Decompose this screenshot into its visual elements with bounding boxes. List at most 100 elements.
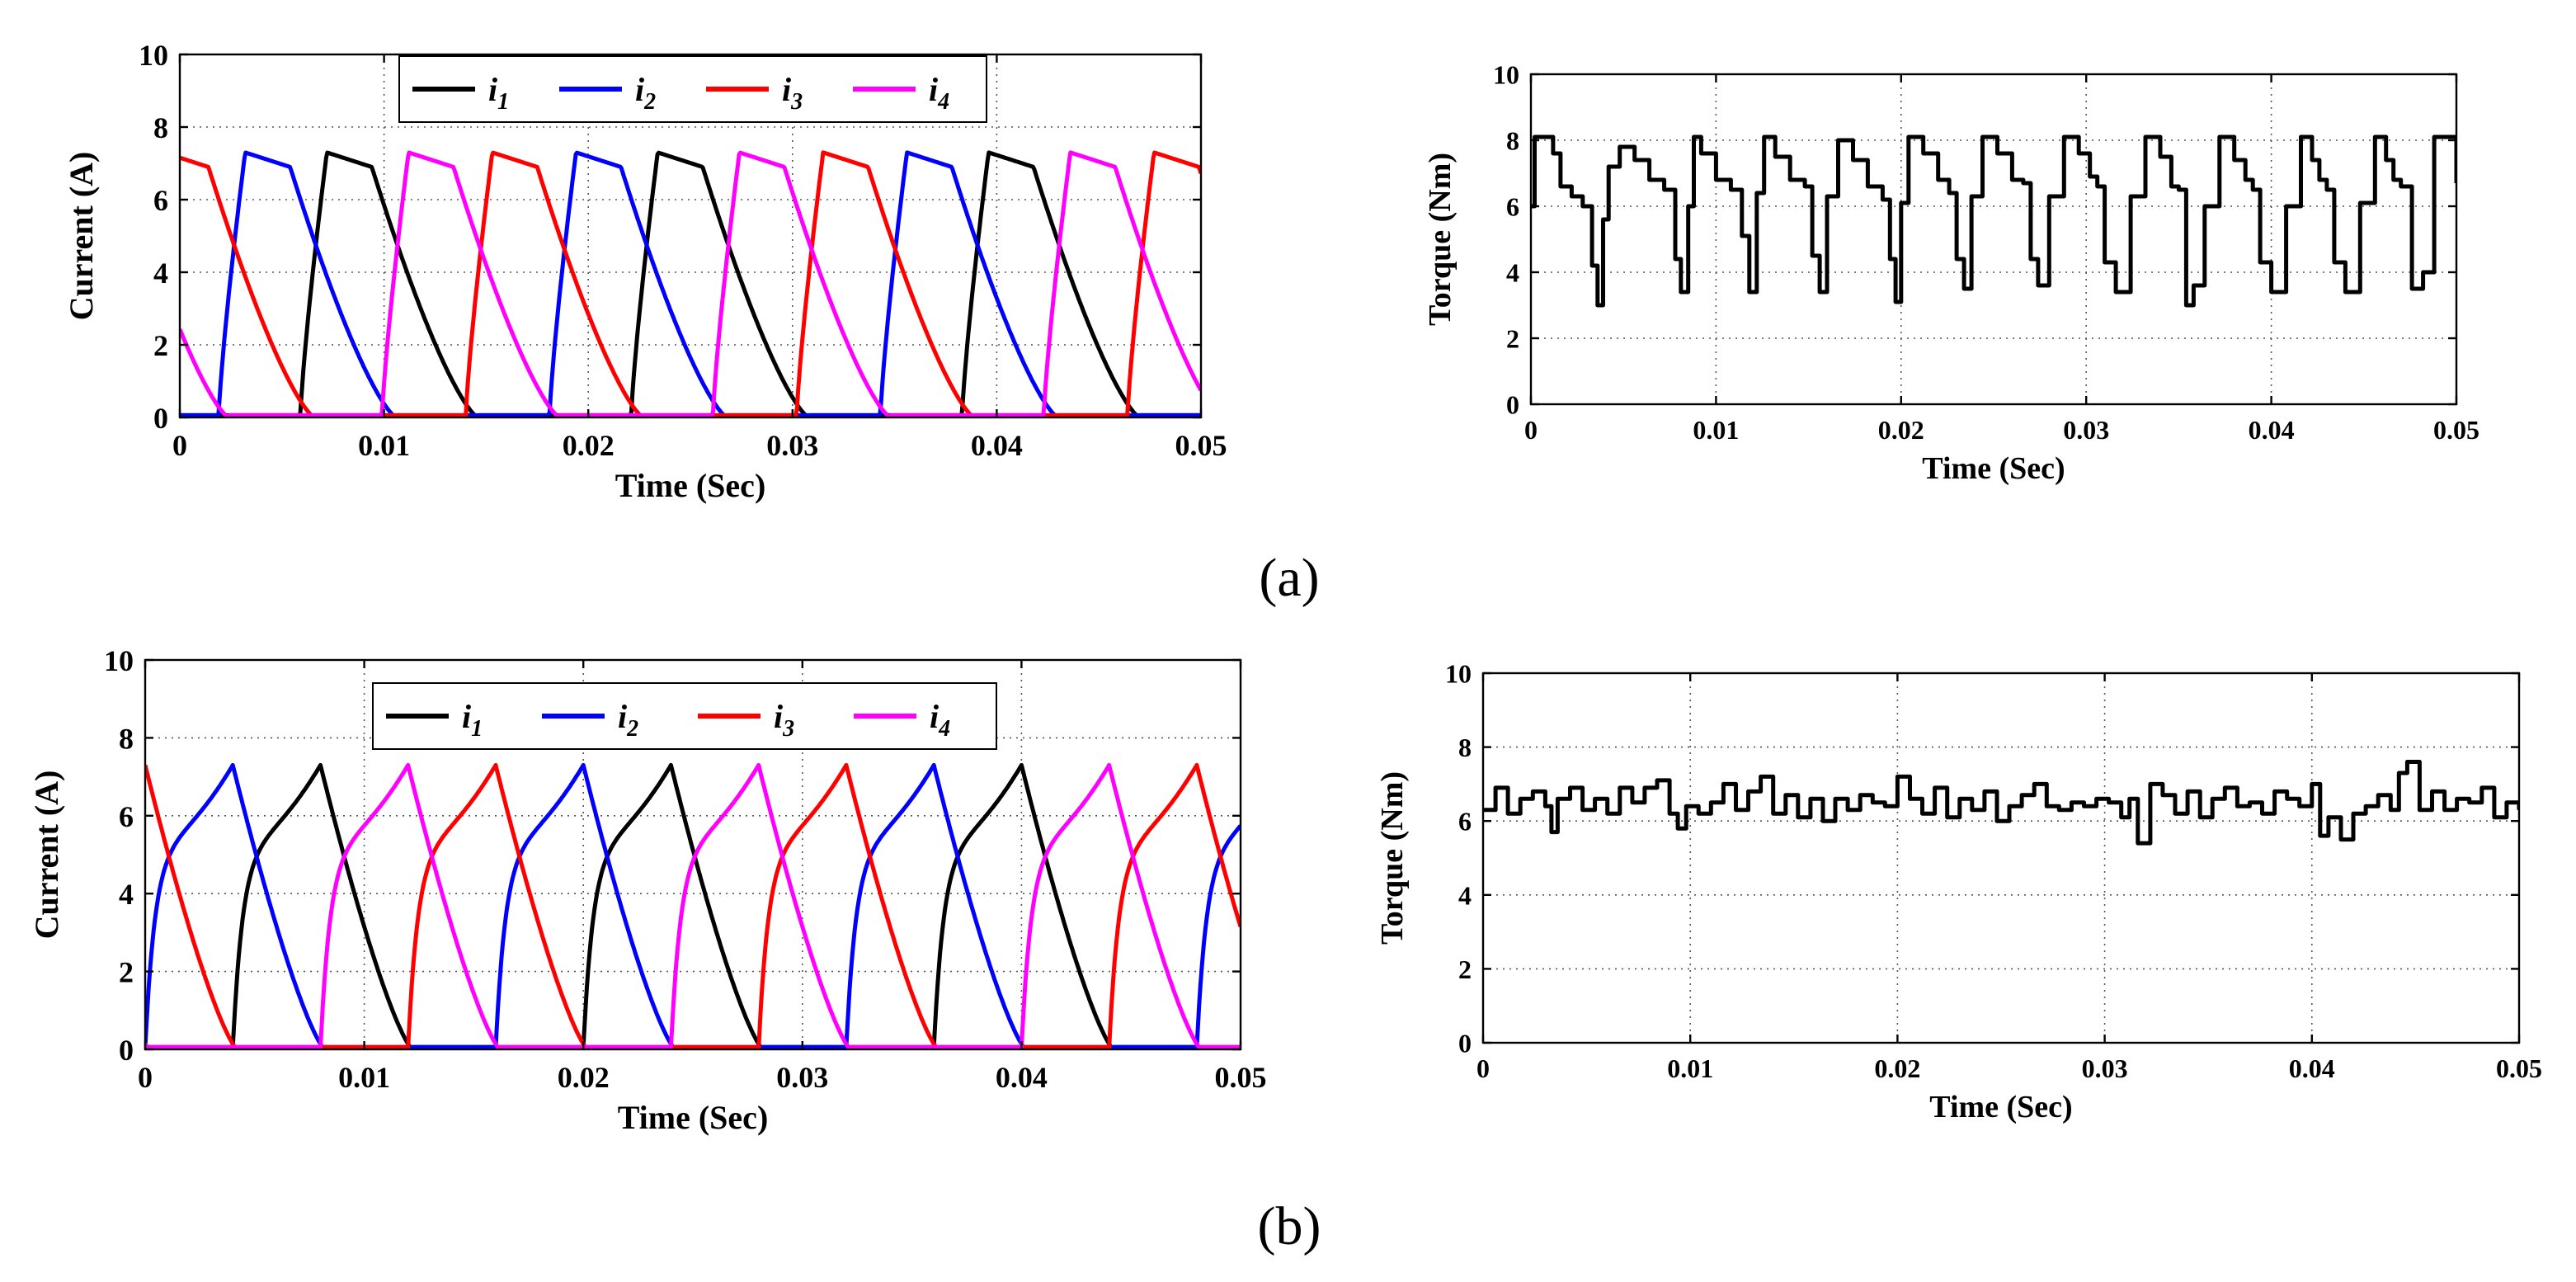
y-axis-label: Torque (Nm) (1375, 771, 1410, 945)
legend-label-i1: i1 (488, 71, 509, 115)
tick-marks (1481, 672, 2521, 1044)
grid-b-torque (1483, 673, 2519, 1043)
x-tick-label: 0 (138, 1061, 153, 1094)
plot-frame (178, 53, 1203, 419)
legend-label-i1: i1 (462, 698, 483, 742)
y-tick-label: 0 (1506, 390, 1519, 420)
panel-label-a: (a) (1259, 548, 1319, 608)
y-tick-label: 4 (1458, 880, 1472, 910)
y-tick-label: 2 (119, 956, 134, 989)
legend: i1 i2 i3 i4 (398, 55, 987, 123)
series-group (1483, 760, 2519, 846)
legend-label-i4: i4 (929, 71, 949, 115)
x-tick-label: 0.02 (1878, 415, 1924, 445)
legend-label-base: i (929, 71, 938, 108)
y-tick-label: 2 (1458, 954, 1472, 984)
legend-label-i3: i3 (774, 698, 794, 742)
y-axis-label: Current (A) (63, 152, 100, 321)
series-line (1531, 134, 2456, 308)
grid-a-torque (1531, 74, 2456, 404)
plot-frame (144, 658, 1242, 1051)
series-group (1531, 134, 2456, 308)
y-tick-label: 0 (153, 402, 168, 435)
x-tick-label: 0.01 (1667, 1053, 1713, 1083)
x-tick-label: 0.05 (1175, 429, 1227, 462)
y-axis-label: Current (A) (28, 771, 65, 940)
series-line-i3 (145, 762, 1241, 1049)
y-tick-label: 10 (1445, 659, 1472, 689)
legend: i1 i2 i3 i4 (372, 682, 997, 750)
x-tick-label: 0 (172, 429, 187, 462)
legend-label-base: i (462, 698, 471, 735)
tick-marks (144, 658, 1242, 1051)
series-line-i2 (145, 762, 1241, 1049)
x-axis-label: Time (Sec) (618, 1099, 769, 1136)
panel-label-b: (b) (1258, 1196, 1321, 1256)
y-tick-label: 8 (1506, 126, 1519, 156)
y-tick-label: 6 (1506, 192, 1519, 222)
x-tick-label: 0.05 (2496, 1053, 2542, 1083)
series-line-i2 (180, 150, 1201, 417)
tick-marks (1529, 73, 2458, 406)
x-axis-label: Time (Sec) (1922, 451, 2065, 486)
series-group (180, 150, 1201, 417)
x-tick-label: 0.05 (1215, 1061, 1267, 1094)
x-tick-label: 0.03 (776, 1061, 828, 1094)
x-tick-label: 0.04 (996, 1061, 1048, 1094)
x-tick-label: 0.02 (1874, 1053, 1920, 1083)
legend-label-i2: i2 (635, 71, 656, 115)
y-tick-label: 6 (1458, 807, 1472, 837)
y-tick-label: 10 (104, 644, 134, 677)
y-tick-label: 0 (119, 1034, 134, 1067)
legend-label-sub: 4 (938, 716, 950, 742)
plot-frame (1529, 73, 2458, 406)
x-tick-label: 0 (1524, 415, 1538, 445)
x-axis-label: Time (Sec) (1929, 1090, 2072, 1124)
legend-label-i4: i4 (930, 698, 950, 742)
legend-label-sub: 2 (626, 716, 638, 742)
x-tick-label: 0.02 (558, 1061, 610, 1094)
chart-a-torque: 0 0.01 0.02 0.03 0.04 0.05 0 2 4 6 8 10 Time (Sec) To… (1423, 60, 2479, 486)
legend-label-base: i (488, 71, 497, 108)
legend-label-base: i (774, 698, 783, 735)
x-tick-label: 0.03 (2063, 415, 2109, 445)
chart-b-torque: 0 0.01 0.02 0.03 0.04 0.05 0 2 4 6 8 10 Time (Sec) To… (1375, 659, 2542, 1124)
y-tick-label: 4 (1506, 258, 1519, 288)
legend-label-sub: 1 (471, 716, 483, 742)
y-tick-label: 8 (153, 111, 168, 144)
x-axis-label: Time (Sec) (615, 467, 766, 504)
legend-label-base: i (930, 698, 939, 735)
chart-b-current: 0 0.01 0.02 0.03 0.04 0.05 0 2 4 6 8 10 Time (Sec) Cu… (28, 644, 1267, 1136)
legend-label-base: i (635, 71, 644, 108)
y-tick-label: 8 (1458, 733, 1472, 762)
x-tick-label: 0.02 (563, 429, 615, 462)
series-line-i1 (145, 762, 1241, 1049)
x-tick-label: 0.04 (2289, 1053, 2335, 1083)
y-tick-label: 8 (119, 722, 134, 755)
series-line (1483, 760, 2519, 846)
y-tick-label: 0 (1458, 1029, 1472, 1058)
y-tick-label: 4 (153, 257, 168, 290)
x-tick-label: 0.03 (2082, 1053, 2128, 1083)
y-tick-label: 10 (1493, 60, 1519, 90)
legend-label-sub: 2 (643, 89, 656, 115)
series-line-i1 (180, 150, 1201, 417)
y-tick-label: 2 (1506, 324, 1519, 354)
plot-frame (1481, 672, 2521, 1044)
series-line-i4 (180, 150, 1201, 417)
x-tick-label: 0 (1476, 1053, 1490, 1083)
x-tick-label: 0.04 (2249, 415, 2295, 445)
y-tick-label: 6 (153, 184, 168, 217)
legend-label-i3: i3 (782, 71, 803, 115)
legend-label-base: i (782, 71, 791, 108)
y-tick-label: 4 (119, 878, 134, 911)
x-tick-label: 0.05 (2433, 415, 2479, 445)
y-tick-label: 2 (153, 329, 168, 362)
series-line-i4 (145, 762, 1241, 1049)
y-tick-label: 6 (119, 800, 134, 833)
legend-label-i2: i2 (618, 698, 638, 742)
y-axis-label: Torque (Nm) (1423, 153, 1458, 326)
legend-label-sub: 1 (497, 89, 509, 115)
x-tick-label: 0.01 (1693, 415, 1739, 445)
